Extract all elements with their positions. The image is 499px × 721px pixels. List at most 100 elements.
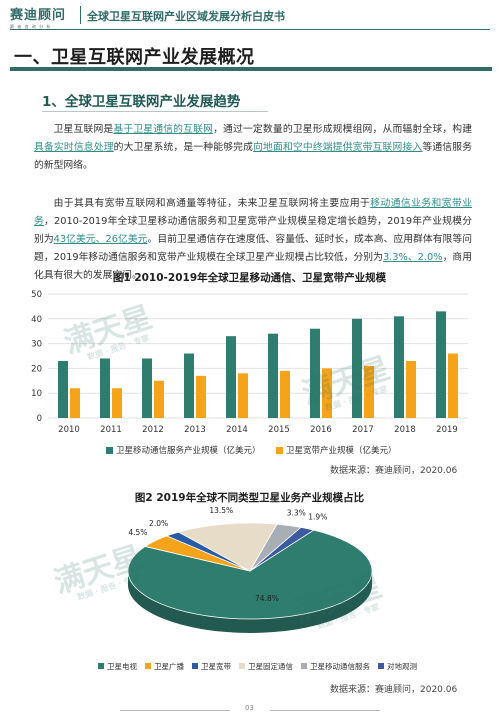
legend-item: 卫星电视: [98, 661, 137, 672]
legend-item: 卫星移动通信服务: [301, 661, 370, 672]
x-tick-label: 2018: [394, 425, 416, 435]
highlight-link[interactable]: 3.3%、2.0%: [382, 252, 443, 263]
bar: [100, 358, 110, 418]
paragraph-intro: 卫星互联网是基于卫星通信的互联网，通过一定数量的卫星形成规模组网，从而辐射全球，…: [34, 121, 472, 175]
figure2-title: 图2 2019年全球不同类型卫星业务产业规模占比: [134, 492, 365, 504]
legend-item: 卫星固定通信: [239, 661, 293, 672]
section-heading: 一、卫星互联网产业发展概况: [14, 47, 255, 68]
highlight-link[interactable]: 移动通信业务和宽带业务: [34, 198, 472, 227]
y-tick-label: 10: [31, 389, 42, 399]
x-tick-label: 2011: [100, 425, 122, 435]
legend-item-mobile: 卫星移动通信服务产业规模（亿美元）: [106, 444, 261, 456]
bar: [226, 336, 236, 418]
highlight-link[interactable]: 基于卫星通信的互联网: [113, 124, 214, 135]
text-run: 由于其具有宽带互联网和高通量等特征，未来卫星互联网将主要应用于: [53, 198, 371, 209]
pie-slice: [249, 526, 315, 572]
y-tick-label: 30: [31, 340, 42, 350]
highlight-link[interactable]: 具备实时信息处理: [34, 142, 114, 153]
bar: [364, 365, 374, 418]
bar: [448, 353, 458, 418]
y-tick-label: 40: [31, 315, 42, 325]
legend-swatch: [239, 663, 245, 669]
legend-label: 卫星电视: [107, 662, 137, 671]
pie-slice: [127, 529, 373, 620]
document-title: 全球卫星互联网产业区域发展分析白皮书: [87, 10, 285, 23]
y-tick-label: 20: [31, 364, 42, 374]
brand-logo: 赛迪顾问 赛 迪 咨 询 分 析: [10, 4, 66, 30]
logo-subtext: 赛 迪 咨 询 分 析: [10, 24, 52, 29]
highlight-link[interactable]: 43亿美元、26亿美元: [53, 234, 148, 245]
y-tick-label: 0: [37, 414, 42, 424]
data-label: 2.0%: [149, 519, 168, 528]
x-tick-label: 2013: [184, 425, 206, 435]
data-label: 3.3%: [287, 508, 306, 517]
bar: [394, 316, 404, 418]
text-run: 等通信服务的新型网络。: [34, 142, 473, 171]
bar: [322, 368, 332, 418]
legend-item: 卫星广播: [145, 661, 184, 672]
legend-item: 对地观测: [378, 661, 417, 672]
text-run: ，通过一定数量的卫星形成规模组网，从而辐射全球，构建: [213, 124, 473, 135]
legend-label: 卫星宽带产业规模（亿美元）: [286, 446, 397, 456]
bar: [184, 353, 194, 418]
section-heading-bar: [10, 67, 492, 71]
x-tick-label: 2016: [310, 425, 332, 435]
paragraph-trend: 由于其具有宽带互联网和高通量等特征，未来卫星互联网将主要应用于移动通信业务和宽带…: [34, 195, 472, 285]
header-rule: [10, 29, 490, 30]
legend-swatch: [276, 447, 283, 454]
legend-swatch: [378, 663, 384, 669]
pie-chart: 74.8% 4.5%2.0% 13.5% 3.3% 1.9%: [127, 506, 373, 633]
bar: [112, 388, 122, 418]
bar: [196, 375, 206, 418]
x-tick-label: 2017: [352, 425, 374, 435]
bar: [436, 311, 446, 418]
legend-label: 卫星宽带: [201, 662, 231, 671]
legend-swatch: [98, 663, 104, 669]
bar: [352, 318, 362, 418]
legend-label: 对地观测: [387, 662, 417, 671]
page-number: 03: [245, 704, 254, 712]
bar: [310, 328, 320, 418]
pie-slice: [177, 522, 278, 572]
bar-chart: 0 10 20 30 40 50 2010 2011 2012 2013 2014 2015 2016 2…: [31, 290, 468, 435]
bar: [142, 358, 152, 418]
bar: [70, 388, 80, 418]
legend-item-broadband: 卫星宽带产业规模（亿美元）: [276, 444, 397, 456]
subsection-heading: 1、全球卫星互联网产业发展趋势: [42, 94, 241, 110]
legend-swatch: [106, 447, 113, 454]
page-header: 赛迪顾问 赛 迪 咨 询 分 析 全球卫星互联网产业区域发展分析白皮书: [0, 0, 499, 30]
subsection-rule: [42, 111, 268, 112]
legend-swatch: [192, 663, 198, 669]
footer-rule-right: [270, 710, 380, 711]
y-tick-label: 50: [31, 290, 42, 300]
legend-item: 卫星宽带: [192, 661, 231, 672]
legend-swatch: [145, 663, 151, 669]
highlight-link[interactable]: 向地面和空中终端提供宽带互联网接入: [253, 142, 423, 153]
text-run: ，商用化具有很大的发展空间。: [34, 252, 473, 281]
bar: [280, 370, 290, 418]
footer-rule-left: [120, 710, 230, 711]
text-run: 卫星互联网是: [53, 124, 114, 135]
x-tick-label: 2019: [436, 425, 458, 435]
data-label: 1.9%: [308, 512, 327, 521]
x-tick-label: 2014: [226, 425, 248, 435]
legend-label: 卫星移动通信服务: [310, 662, 370, 671]
bar: [154, 380, 164, 418]
legend-label: 卫星移动通信服务产业规模（亿美元）: [116, 446, 261, 456]
text-run: ，2010-2019年全球卫星移动通信服务和卫星宽带产业规模呈稳定增长趋势，20…: [34, 216, 473, 245]
pie-legend: 卫星电视 卫星广播 卫星宽带 卫星固定通信 卫星移动通信服务 对地观测: [98, 661, 425, 672]
legend-label: 卫星固定通信: [248, 662, 293, 671]
data-label: 74.8%: [255, 594, 279, 603]
bar: [268, 333, 278, 418]
bar: [406, 360, 416, 418]
figure1-source: 数据来源：赛迪顾问，2020.06: [330, 466, 458, 476]
legend-swatch: [301, 663, 307, 669]
bar: [238, 373, 248, 418]
legend-label: 卫星广播: [154, 662, 184, 671]
data-label: 4.5%: [128, 528, 147, 537]
pie-slice-side: [128, 571, 372, 633]
figure1-title: 图1 2010-2019年全球卫星移动通信、卫星宽带产业规模: [112, 272, 387, 284]
text-run: 。目前卫星通信存在速度低、容量低、延时长，成本高、应用群体有限等问题，2019年…: [34, 234, 473, 263]
text-run: 的大卫星系统，是一种能够完成: [113, 142, 254, 153]
logo-text: 赛迪顾问: [10, 8, 67, 23]
